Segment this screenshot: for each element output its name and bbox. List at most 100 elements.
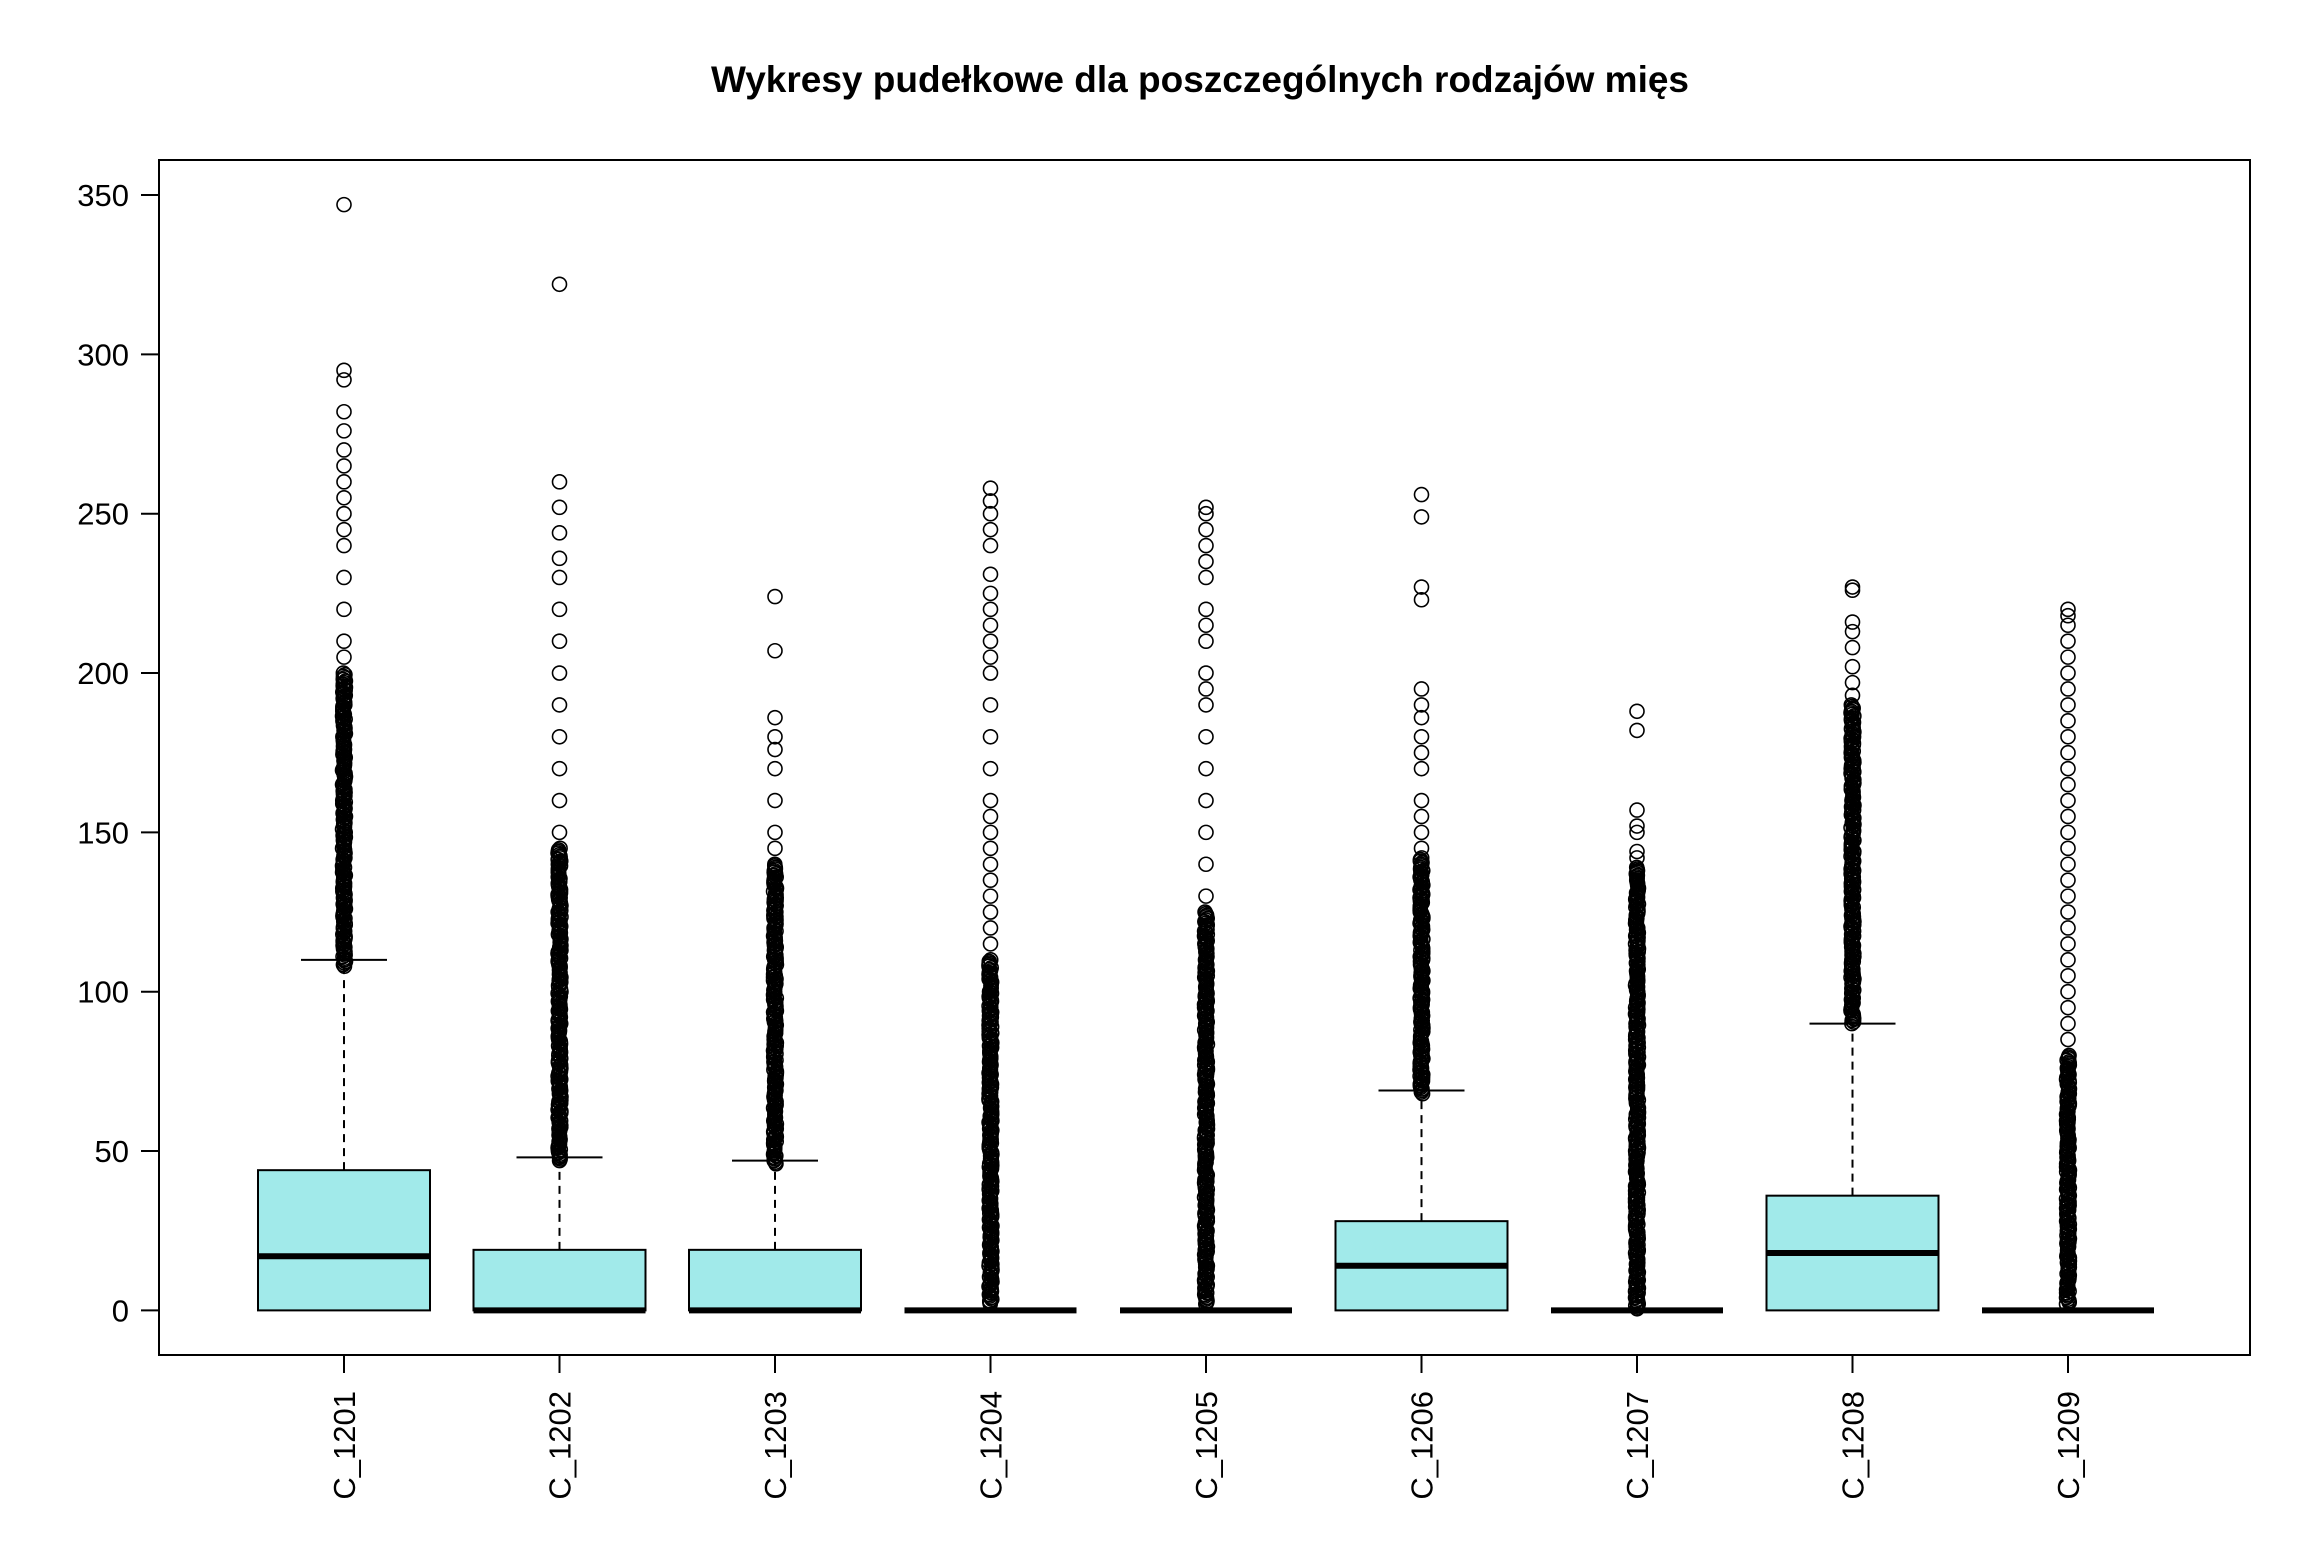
chart-title: Wykresy pudełkowe dla poszczególnych rod… [711, 59, 1689, 100]
outlier-point [767, 709, 783, 726]
x-tick-label-c-1207: C_1207 [1620, 1391, 1655, 1500]
outlier-point [336, 489, 352, 506]
outlier-point [337, 666, 353, 683]
outlier-point [1198, 681, 1214, 697]
outlier-point [767, 824, 783, 841]
outlier-point [1198, 792, 1214, 809]
outlier-point [982, 840, 999, 857]
outlier-point [982, 888, 999, 904]
outlier-point [982, 920, 999, 936]
outlier-point [1629, 843, 1645, 860]
outlier-point [982, 505, 999, 522]
outlier-point [1628, 859, 1645, 876]
outlier-point [982, 872, 999, 888]
outlier-point [1198, 888, 1214, 904]
box-c-1202 [472, 276, 647, 1314]
outlier-point [1629, 824, 1645, 841]
outlier-point [2060, 920, 2076, 936]
outlier-point [1843, 697, 1860, 713]
y-tick-label: 150 [77, 815, 129, 850]
outlier-point [1412, 851, 1429, 868]
outlier-point [982, 824, 999, 841]
outlier-point [336, 442, 352, 458]
outlier-point [982, 480, 999, 497]
outlier-point [336, 521, 352, 538]
outlier-point [2060, 760, 2076, 777]
outlier-point [336, 362, 352, 379]
outlier-point [336, 649, 352, 665]
outlier-point [767, 760, 783, 777]
outlier-point [2060, 1015, 2076, 1032]
outlier-point [982, 728, 999, 745]
outlier-point [1413, 697, 1430, 713]
outlier-point [1198, 856, 1214, 873]
boxes-layer [257, 196, 2154, 1317]
outlier-point [1413, 744, 1430, 761]
outlier-point [1198, 521, 1214, 538]
outlier-point [982, 617, 999, 634]
outlier-point [551, 525, 568, 541]
outlier-point [552, 840, 568, 857]
outlier-point [1198, 499, 1214, 516]
outlier-point [982, 633, 999, 649]
outlier-point [1413, 840, 1430, 857]
outlier-point [982, 808, 999, 825]
outlier-point [1844, 579, 1861, 595]
outlier-point [1629, 850, 1645, 866]
outlier-point [551, 728, 568, 745]
box-iqr [472, 1248, 647, 1312]
outlier-point [1198, 505, 1214, 522]
outlier-point [551, 633, 568, 649]
outlier-point [1413, 486, 1430, 503]
outlier-point [1629, 818, 1645, 834]
outlier-point [982, 760, 999, 777]
outlier-point [2060, 633, 2076, 649]
box-c-1209 [1982, 601, 2154, 1314]
outlier-point [2060, 607, 2076, 624]
outlier-point [2060, 681, 2076, 697]
outlier-point [336, 633, 352, 649]
outlier-point [1629, 802, 1645, 818]
outlier-point [2060, 728, 2076, 745]
outlier-point [335, 665, 352, 681]
outlier-point [1844, 614, 1861, 630]
outlier-point [1413, 728, 1430, 745]
outlier-point [1198, 824, 1214, 841]
box-c-1207 [1551, 703, 1723, 1317]
box-c-1208 [1765, 579, 1940, 1312]
box-iqr [257, 1169, 431, 1312]
y-axis: 0 50 100 150 200 250 300 350 [77, 178, 159, 1328]
outlier-point [982, 952, 999, 968]
outlier-point [982, 936, 999, 952]
outlier-point [551, 276, 568, 293]
y-tick-label: 50 [95, 1134, 129, 1169]
x-tick-label-c-1203: C_1203 [758, 1391, 793, 1500]
outlier-point [981, 953, 998, 970]
outlier-point [1198, 633, 1214, 649]
outlier-point [551, 499, 568, 516]
outlier-point [551, 665, 568, 681]
outlier-point [1198, 601, 1214, 618]
outlier-point [551, 792, 568, 809]
outlier-point [982, 665, 999, 681]
outlier-point [2060, 601, 2076, 618]
outlier-point [982, 697, 999, 713]
outlier-point [1198, 665, 1214, 681]
outlier-point [2060, 888, 2076, 904]
outlier-point [2060, 936, 2076, 952]
outlier-point [1844, 623, 1861, 640]
x-axis: C_1201 C_1202 C_1203 C_1204 C_1205 C_1206 C_12… [327, 1355, 2086, 1500]
outlier-point [767, 856, 783, 873]
outlier-point [1198, 569, 1214, 586]
outlier-point [2060, 808, 2076, 825]
box-iqr [688, 1248, 862, 1312]
outlier-point [551, 569, 568, 586]
outlier-point [767, 642, 783, 659]
outlier-point [767, 792, 783, 809]
outlier-point [982, 649, 999, 665]
outlier-point [982, 904, 999, 920]
x-tick-label-c-1204: C_1204 [974, 1391, 1009, 1500]
outlier-point [2060, 904, 2076, 920]
outlier-point [336, 196, 352, 213]
outlier-point [2060, 744, 2076, 761]
